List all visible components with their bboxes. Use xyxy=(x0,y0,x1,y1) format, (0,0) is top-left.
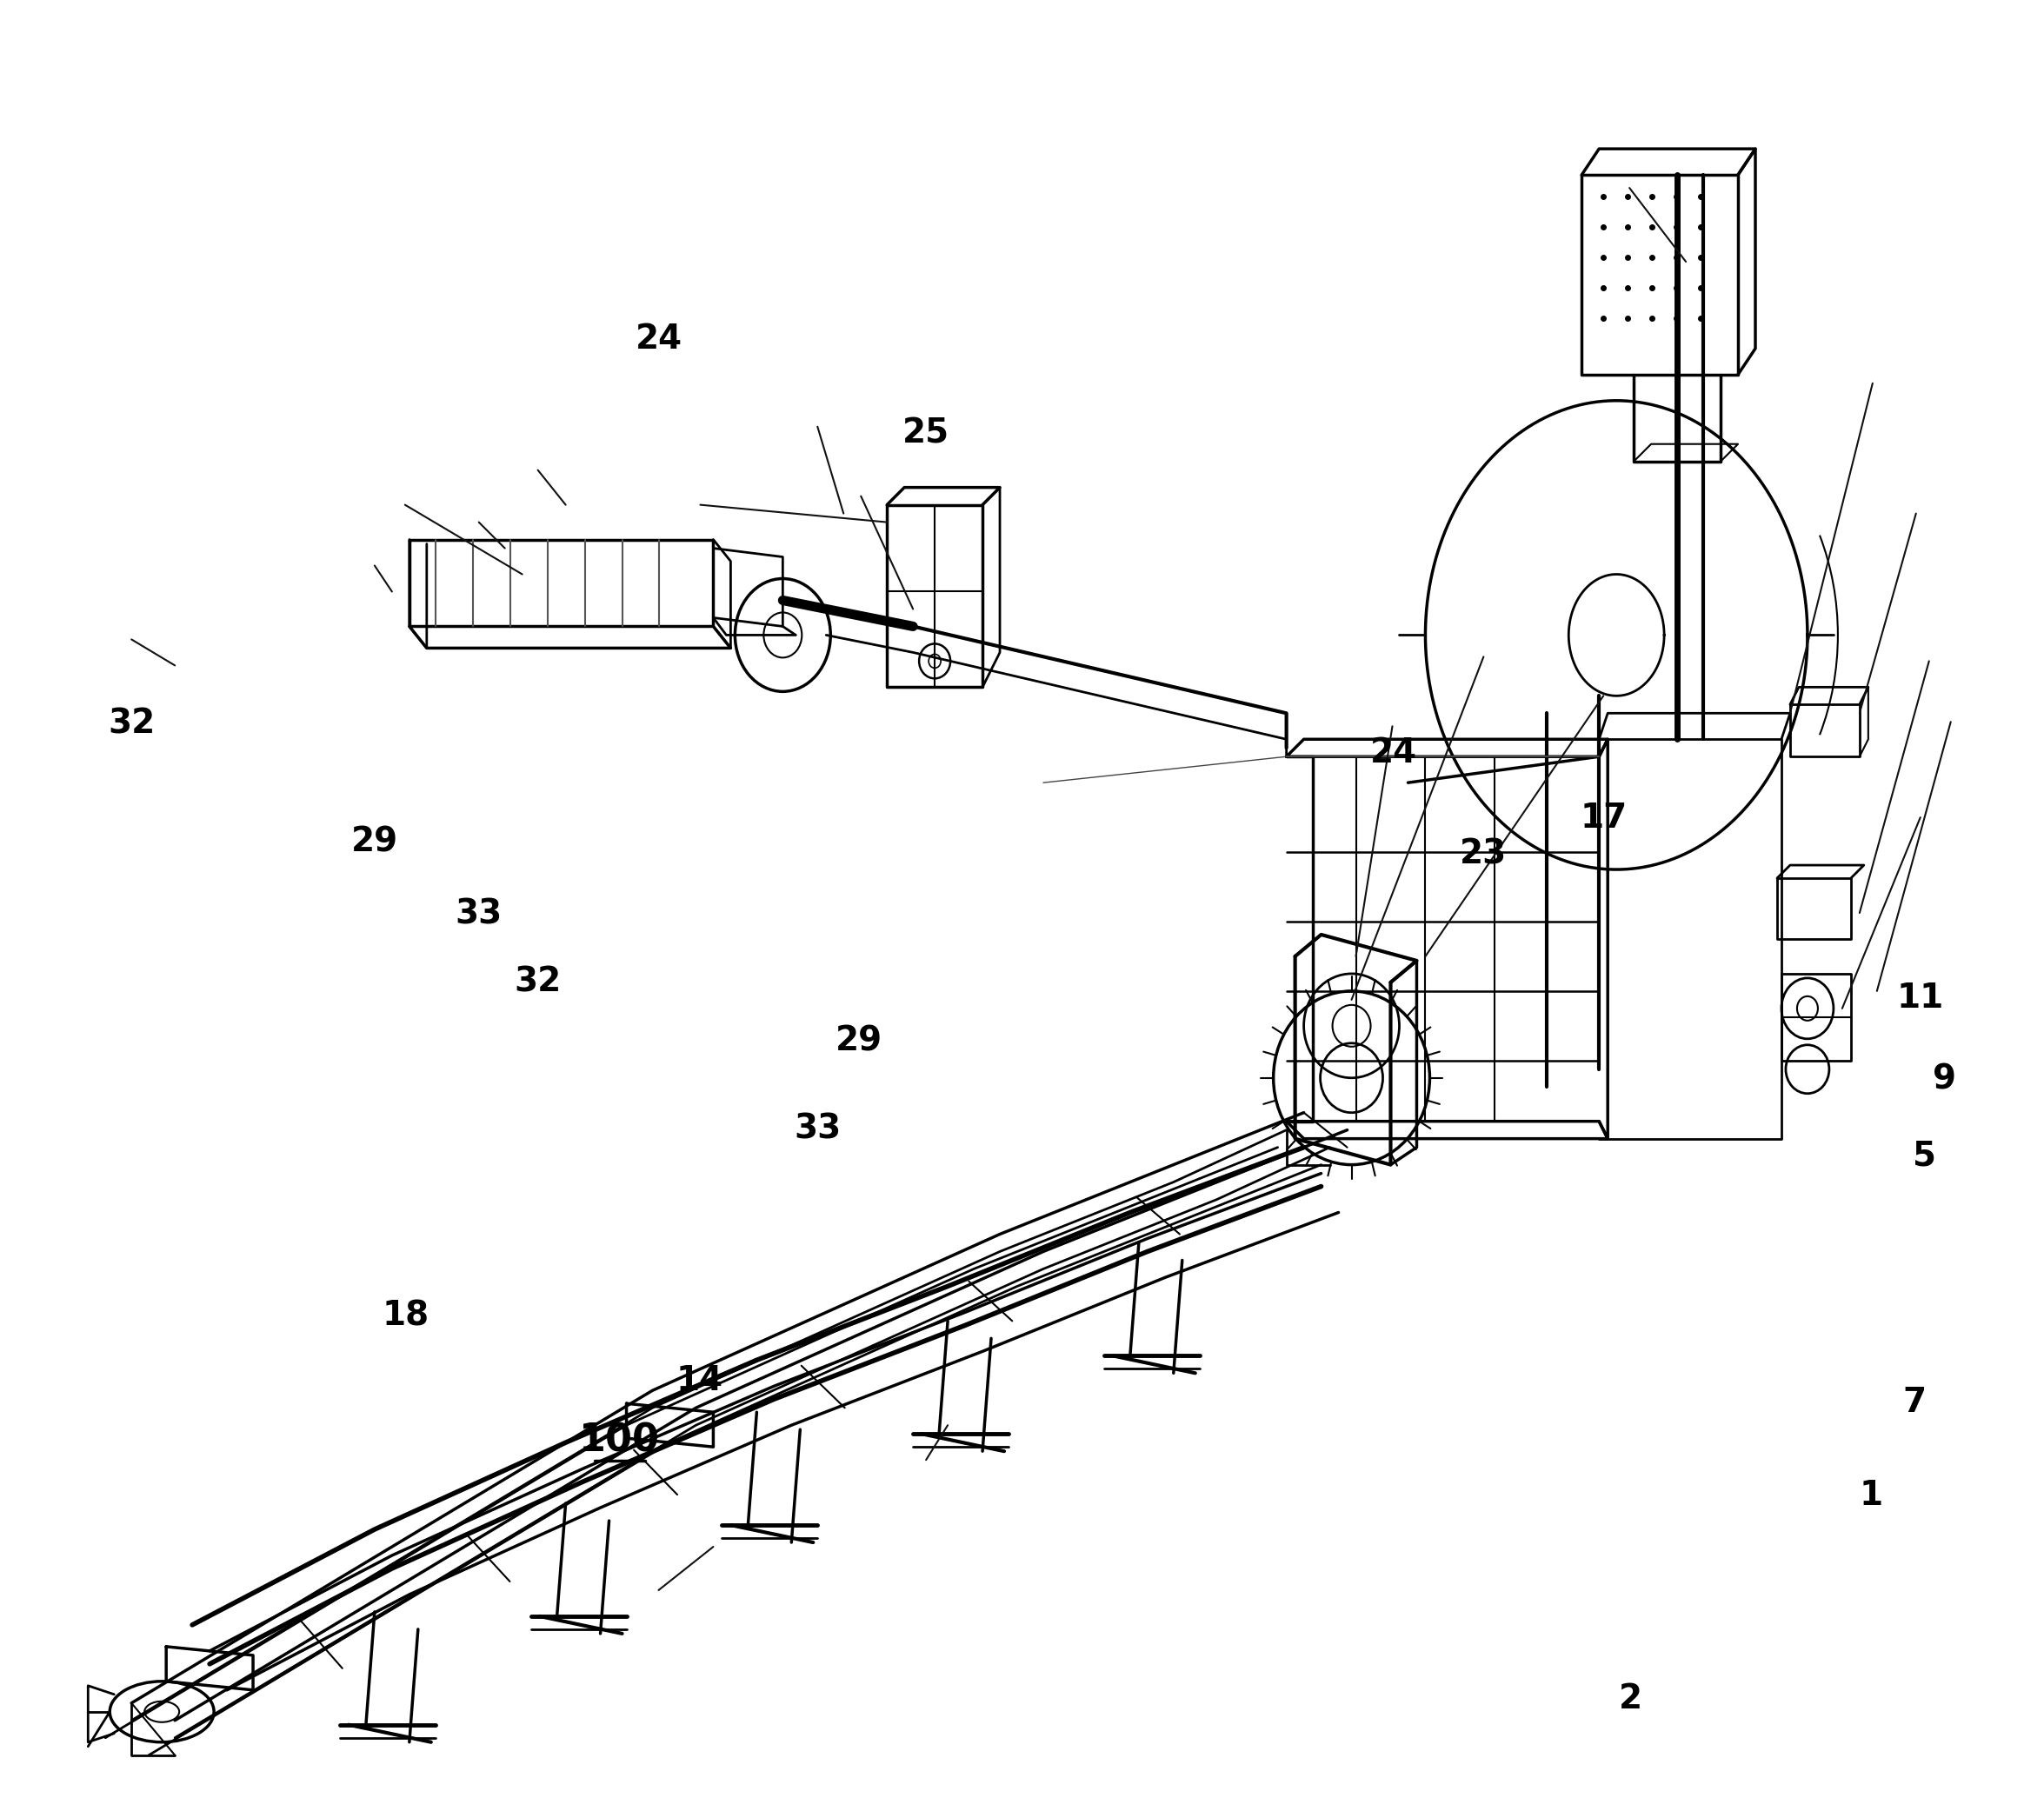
Text: 17: 17 xyxy=(1580,802,1627,834)
Text: 25: 25 xyxy=(903,416,950,449)
Text: 11: 11 xyxy=(1897,982,1944,1014)
Text: 33: 33 xyxy=(456,898,503,931)
Text: 7: 7 xyxy=(1903,1387,1925,1420)
Text: 100: 100 xyxy=(578,1422,660,1460)
Text: 24: 24 xyxy=(636,322,683,356)
Text: 29: 29 xyxy=(836,1025,883,1058)
Text: 14: 14 xyxy=(677,1365,724,1398)
Text: 29: 29 xyxy=(352,825,399,858)
Text: 5: 5 xyxy=(1913,1140,1936,1173)
Text: 2: 2 xyxy=(1619,1682,1641,1716)
Text: 32: 32 xyxy=(515,965,562,998)
Text: 32: 32 xyxy=(108,707,155,740)
Text: 9: 9 xyxy=(1934,1064,1956,1096)
Text: 33: 33 xyxy=(795,1113,842,1145)
Text: 23: 23 xyxy=(1459,838,1506,871)
Text: 24: 24 xyxy=(1369,736,1416,769)
Text: 1: 1 xyxy=(1860,1478,1883,1513)
Text: 18: 18 xyxy=(382,1300,429,1333)
